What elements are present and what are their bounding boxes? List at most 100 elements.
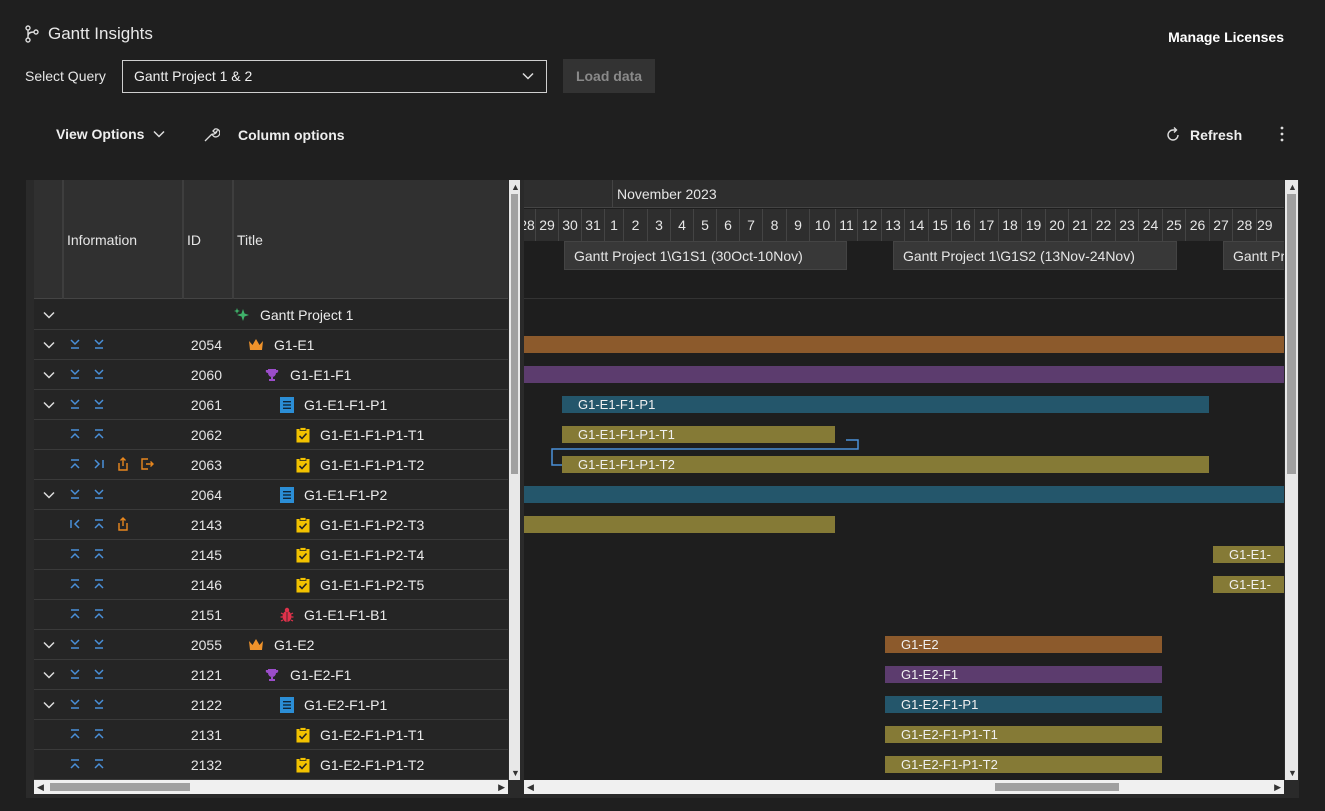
table-row[interactable]: 2064 G1-E1-F1-P2 — [34, 480, 508, 510]
scroll-left-icon[interactable]: ◀ — [527, 782, 534, 792]
gantt-bar[interactable]: G1-E1-F1-P1-T1 — [562, 426, 835, 443]
scroll-down-icon[interactable]: ▼ — [511, 768, 520, 778]
chevron-down-icon[interactable] — [42, 368, 56, 382]
table-row[interactable]: 2054 G1-E1 — [34, 330, 508, 360]
row-title[interactable]: G1-E2-F1 — [264, 660, 351, 690]
table-row[interactable]: 2131 G1-E2-F1-P1-T1 — [34, 720, 508, 750]
table-row[interactable]: 2145 G1-E1-F1-P2-T4 — [34, 540, 508, 570]
table-row[interactable]: 2143 G1-E1-F1-P2-T3 — [34, 510, 508, 540]
move-down-icon[interactable] — [68, 637, 82, 651]
column-header-id[interactable]: ID — [187, 231, 201, 248]
table-row[interactable]: 2151 G1-E1-F1-B1 — [34, 600, 508, 630]
row-title[interactable]: G1-E2-F1-P1-T2 — [296, 750, 424, 780]
scroll-thumb[interactable] — [511, 194, 518, 474]
move-down-icon[interactable] — [92, 487, 106, 501]
gantt-bar[interactable]: G1-E1- — [1213, 576, 1284, 593]
table-row[interactable]: 2122 G1-E2-F1-P1 — [34, 690, 508, 720]
move-up-icon[interactable] — [68, 427, 82, 441]
table-row[interactable]: 2062 G1-E1-F1-P1-T1 — [34, 420, 508, 450]
manage-licenses-link[interactable]: Manage Licenses — [1168, 29, 1284, 45]
row-title[interactable]: G1-E2 — [248, 630, 314, 660]
row-title[interactable]: G1-E1-F1-P2-T3 — [296, 510, 424, 540]
row-title[interactable]: G1-E1-F1-P1-T2 — [296, 450, 424, 480]
table-row[interactable]: 2063 G1-E1-F1-P1-T2 — [34, 450, 508, 480]
move-down-icon[interactable] — [68, 337, 82, 351]
move-up-icon[interactable] — [92, 577, 106, 591]
move-up-icon[interactable] — [68, 577, 82, 591]
chevron-down-icon[interactable] — [42, 338, 56, 352]
move-down-icon[interactable] — [68, 367, 82, 381]
move-up-icon[interactable] — [92, 727, 106, 741]
row-title[interactable]: G1-E1-F1-P2 — [280, 480, 387, 510]
table-row[interactable]: 2146 G1-E1-F1-P2-T5 — [34, 570, 508, 600]
exit-icon[interactable] — [140, 457, 154, 471]
table-row[interactable]: 2055 G1-E2 — [34, 630, 508, 660]
move-down-icon[interactable] — [68, 397, 82, 411]
move-up-icon[interactable] — [92, 607, 106, 621]
gantt-bar[interactable] — [524, 486, 1284, 503]
move-down-icon[interactable] — [68, 487, 82, 501]
gantt-bar[interactable]: G1-E2 — [885, 636, 1162, 653]
move-up-icon[interactable] — [92, 517, 106, 531]
row-title[interactable]: G1-E1-F1-P1-T1 — [296, 420, 424, 450]
move-up-icon[interactable] — [68, 547, 82, 561]
indent-right-icon[interactable] — [92, 457, 106, 471]
share-icon[interactable] — [116, 457, 130, 471]
chevron-down-icon[interactable] — [42, 398, 56, 412]
chevron-down-icon[interactable] — [42, 488, 56, 502]
chevron-down-icon[interactable] — [42, 698, 56, 712]
row-title[interactable]: G1-E1-F1-B1 — [280, 600, 387, 630]
timeline-vertical-scrollbar[interactable]: ▲ ▼ — [1285, 180, 1298, 780]
sprint-g1s1[interactable]: Gantt Project 1\G1S1 (30Oct-10Nov) — [564, 241, 847, 270]
move-down-icon[interactable] — [92, 697, 106, 711]
scroll-left-icon[interactable]: ◀ — [37, 782, 44, 792]
sprint-g1s3[interactable]: Gantt Project 1\G1S3 — [1223, 241, 1284, 270]
row-title[interactable]: G1-E1-F1-P2-T5 — [296, 570, 424, 600]
scroll-right-icon[interactable]: ▶ — [498, 782, 505, 792]
row-title[interactable]: G1-E1-F1-P1 — [280, 390, 387, 420]
scroll-thumb[interactable] — [50, 783, 190, 791]
table-row[interactable]: 2060 G1-E1-F1 — [34, 360, 508, 390]
query-select[interactable]: Gantt Project 1 & 2 — [122, 59, 547, 93]
scroll-right-icon[interactable]: ▶ — [1274, 782, 1281, 792]
row-title[interactable]: G1-E2-F1-P1 — [280, 690, 387, 720]
row-title[interactable]: G1-E1 — [248, 330, 314, 360]
load-data-button[interactable]: Load data — [563, 59, 655, 93]
row-title[interactable]: G1-E1-F1 — [264, 360, 351, 390]
more-options-icon[interactable] — [1280, 126, 1284, 142]
row-title[interactable]: Gantt Project 1 — [234, 300, 353, 330]
gantt-bar[interactable]: G1-E2-F1-P1-T1 — [885, 726, 1162, 743]
scroll-thumb[interactable] — [1287, 194, 1296, 474]
move-up-icon[interactable] — [92, 427, 106, 441]
move-up-icon[interactable] — [68, 607, 82, 621]
gantt-bar[interactable]: G1-E2-F1 — [885, 666, 1162, 683]
view-options-button[interactable]: View Options — [56, 126, 166, 142]
gantt-bar[interactable]: G1-E2-F1-P1-T2 — [885, 756, 1162, 773]
move-down-icon[interactable] — [68, 667, 82, 681]
refresh-button[interactable]: Refresh — [1164, 126, 1242, 144]
gantt-bar[interactable] — [524, 516, 835, 533]
move-up-icon[interactable] — [68, 457, 82, 471]
column-header-title[interactable]: Title — [237, 231, 263, 248]
table-vertical-scrollbar[interactable]: ▲ ▼ — [509, 180, 520, 780]
move-down-icon[interactable] — [92, 637, 106, 651]
chevron-down-icon[interactable] — [42, 668, 56, 682]
table-row[interactable]: 2061 G1-E1-F1-P1 — [34, 390, 508, 420]
table-row[interactable]: 2121 G1-E2-F1 — [34, 660, 508, 690]
scroll-up-icon[interactable]: ▲ — [511, 182, 520, 192]
scroll-thumb[interactable] — [995, 783, 1119, 791]
move-down-icon[interactable] — [92, 667, 106, 681]
outdent-left-icon[interactable] — [68, 517, 82, 531]
gantt-bar[interactable]: G1-E1-F1-P1 — [562, 396, 1209, 413]
scroll-up-icon[interactable]: ▲ — [1288, 182, 1297, 192]
row-title[interactable]: G1-E2-F1-P1-T1 — [296, 720, 424, 750]
scroll-down-icon[interactable]: ▼ — [1288, 768, 1297, 778]
share-icon[interactable] — [116, 517, 130, 531]
column-header-information[interactable]: Information — [67, 231, 138, 248]
move-down-icon[interactable] — [92, 367, 106, 381]
gantt-bar[interactable] — [524, 366, 1284, 383]
table-row[interactable]: Gantt Project 1 — [34, 300, 508, 330]
chevron-down-icon[interactable] — [42, 638, 56, 652]
gantt-bar[interactable]: G1-E1-F1-P1-T2 — [562, 456, 1209, 473]
chevron-down-icon[interactable] — [42, 308, 56, 322]
